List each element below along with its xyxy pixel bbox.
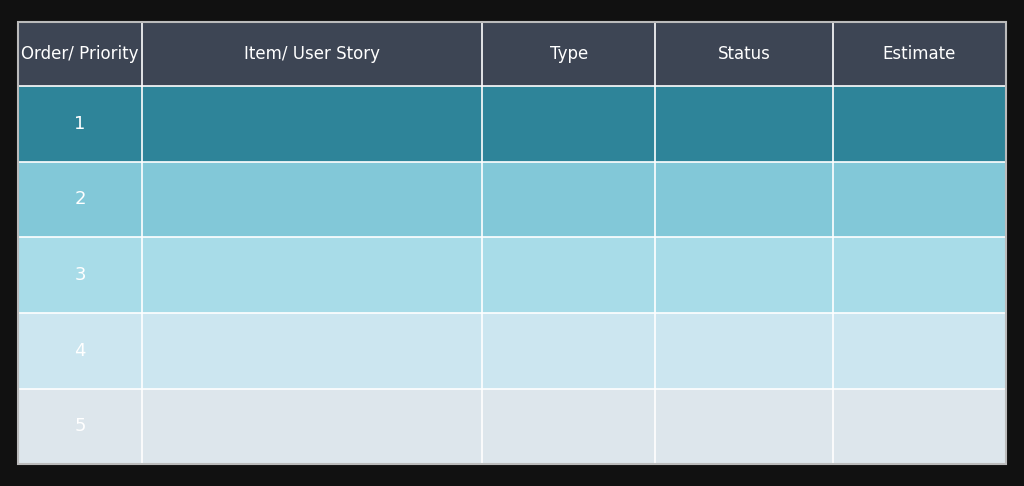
Bar <box>482 86 655 162</box>
Bar <box>655 162 833 237</box>
Bar <box>655 22 833 86</box>
Text: 4: 4 <box>75 342 86 360</box>
Text: 2: 2 <box>75 191 86 208</box>
Bar <box>482 388 655 464</box>
Bar <box>18 313 141 388</box>
Bar <box>18 388 141 464</box>
Bar <box>141 22 482 86</box>
Text: Item/ User Story: Item/ User Story <box>244 45 380 63</box>
Bar <box>18 22 141 86</box>
Bar <box>655 313 833 388</box>
Bar <box>141 86 482 162</box>
Bar <box>833 86 1006 162</box>
Bar <box>141 388 482 464</box>
Bar <box>482 162 655 237</box>
Bar <box>833 388 1006 464</box>
Bar <box>18 237 141 313</box>
Bar <box>833 313 1006 388</box>
Bar <box>655 237 833 313</box>
Bar <box>655 388 833 464</box>
Bar <box>141 313 482 388</box>
Text: 1: 1 <box>75 115 86 133</box>
Text: Type: Type <box>550 45 588 63</box>
Bar <box>482 313 655 388</box>
Text: Status: Status <box>718 45 770 63</box>
Bar <box>141 162 482 237</box>
Bar <box>833 237 1006 313</box>
Bar <box>18 86 141 162</box>
Bar <box>833 162 1006 237</box>
Bar <box>18 162 141 237</box>
Bar <box>833 22 1006 86</box>
Bar <box>482 22 655 86</box>
Bar <box>655 86 833 162</box>
Text: Order/ Priority: Order/ Priority <box>22 45 139 63</box>
Bar <box>482 237 655 313</box>
Text: 3: 3 <box>75 266 86 284</box>
Text: Estimate: Estimate <box>883 45 955 63</box>
Text: 5: 5 <box>75 417 86 435</box>
Bar <box>141 237 482 313</box>
